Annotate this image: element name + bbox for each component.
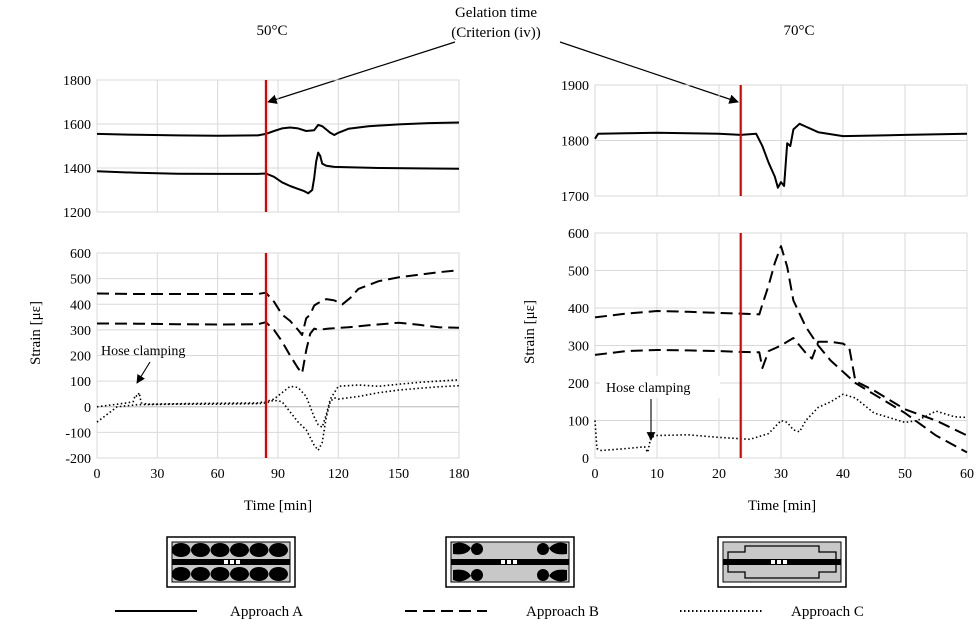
adhesive-blob [171, 543, 191, 557]
temperature-label-70: 70°C [783, 23, 814, 39]
y-tick-label: 1900 [561, 79, 589, 94]
y-tick-label: 500 [568, 265, 589, 280]
series-line-approach-b-1 [594, 337, 968, 437]
adhesive-blob [230, 567, 249, 581]
series-line-approach-a-0 [96, 121, 460, 137]
xlabel-70c: Time [min] [748, 498, 816, 514]
adhesive-blob [191, 567, 210, 581]
adhesive-blob [171, 567, 191, 581]
plot-frame [96, 79, 460, 213]
y-tick-label: 0 [84, 401, 91, 416]
x-tick-label: 30 [150, 467, 164, 482]
gelation-arrow-right [559, 41, 739, 104]
x-tick-label: 30 [774, 467, 788, 482]
series-line-approach-b-0 [96, 269, 460, 336]
ylabel-70c: Strain [με] [522, 300, 538, 364]
xlabel-50c: Time [min] [244, 498, 312, 514]
x-tick-label: 0 [94, 467, 101, 482]
plot-frame [594, 84, 968, 197]
gelation-arrow-left [267, 41, 456, 104]
series-line-approach-b-1 [96, 321, 460, 375]
y-tick-label: 400 [568, 302, 589, 317]
x-tick-label: 150 [388, 467, 409, 482]
hose-clamping-box-70c [600, 376, 720, 398]
y-tick-label: 300 [70, 324, 91, 339]
gelation-annotation-line1: Gelation time [455, 5, 537, 21]
adhesive-blob [191, 543, 210, 557]
gelation-annotation-line2: (Criterion (iv)) [451, 25, 541, 41]
legend-label-c: Approach C [791, 604, 864, 620]
y-tick-label: 600 [70, 247, 91, 262]
y-tick-label: -200 [65, 452, 91, 467]
adhesive-blob [249, 567, 269, 581]
x-tick-label: 20 [712, 467, 726, 482]
plot-frame [594, 232, 968, 459]
y-tick-label: 1800 [63, 74, 91, 89]
adhesive-blob [210, 543, 230, 557]
y-tick-label: 1200 [63, 206, 91, 221]
legend-label-a: Approach A [230, 604, 303, 620]
adhesive-blob [269, 567, 288, 581]
legend-label-b: Approach B [526, 604, 599, 620]
y-tick-label: 0 [582, 452, 589, 467]
y-tick-label: 1800 [561, 135, 589, 150]
hose-clamping-label-70c: Hose clamping [606, 381, 690, 396]
x-tick-label: 90 [271, 467, 285, 482]
x-tick-label: 50 [898, 467, 912, 482]
plot-50c-bottom: -200 -100 0 100 200 300 400 500 600 0 30 60 90 120 150… [65, 247, 469, 482]
plot-50c-top: 1200 1400 1600 1800 [63, 74, 460, 221]
y-tick-label: 100 [568, 415, 589, 430]
series-line-approach-a-0 [594, 122, 968, 189]
x-tick-label: 180 [449, 467, 470, 482]
adhesive-blob [249, 543, 269, 557]
x-tick-label: 10 [650, 467, 664, 482]
specimen-icon-approach-b [445, 536, 575, 588]
x-tick-label: 120 [328, 467, 349, 482]
y-tick-label: 600 [568, 227, 589, 242]
y-tick-label: 100 [70, 375, 91, 390]
plot-70c-top: 1700 1800 1900 [561, 79, 968, 205]
x-tick-label: 0 [592, 467, 599, 482]
plot-70c-bottom: 0 100 200 300 400 500 600 0 10 20 30 40 50 60 [568, 227, 974, 482]
y-tick-label: 200 [70, 350, 91, 365]
ylabel-50c: Strain [με] [28, 301, 44, 365]
specimen-icon-approach-a [166, 536, 296, 588]
hose-clamping-arrow-50c [136, 361, 151, 384]
y-tick-label: 300 [568, 340, 589, 355]
adhesive-blob [210, 567, 230, 581]
series-line-approach-b-0 [594, 245, 968, 454]
y-tick-label: 1400 [63, 162, 91, 177]
x-tick-label: 60 [960, 467, 974, 482]
y-tick-label: 400 [70, 298, 91, 313]
plot-frame [96, 252, 460, 459]
specimen-icon-approach-c [717, 536, 847, 588]
x-tick-label: 60 [211, 467, 225, 482]
legend: Approach A Approach B Approach C [115, 604, 864, 620]
temperature-label-50: 50°C [256, 23, 287, 39]
adhesive-blob [269, 543, 288, 557]
y-tick-label: -100 [65, 426, 91, 441]
y-tick-label: 1600 [63, 118, 91, 133]
y-tick-label: 500 [70, 273, 91, 288]
series-line-approach-c-2 [96, 379, 460, 429]
x-tick-label: 40 [836, 467, 850, 482]
adhesive-blob [230, 543, 249, 557]
series-line-approach-a-1 [96, 151, 460, 195]
y-tick-label: 1700 [561, 190, 589, 205]
y-tick-label: 200 [568, 377, 589, 392]
series-line-approach-c-3 [96, 384, 460, 452]
hose-clamping-label-50c: Hose clamping [101, 344, 185, 359]
